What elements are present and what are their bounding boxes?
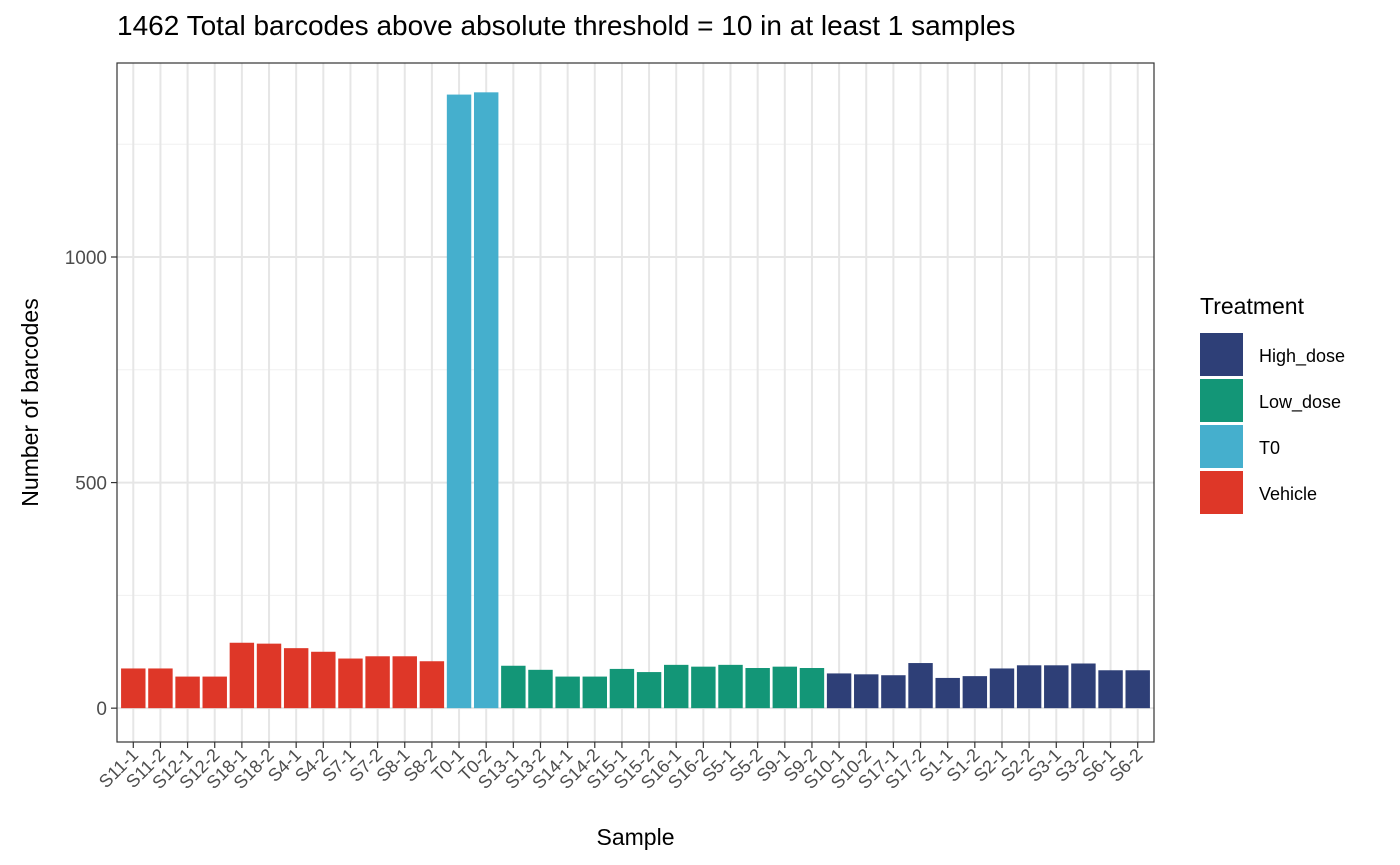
bar-T0-2 [473,92,499,709]
legend-label-Vehicle: Vehicle [1259,484,1317,504]
x-tick-label: S6-2 [1106,745,1147,786]
bar-S2-2 [1016,665,1042,709]
bar-S9-2 [799,668,825,709]
y-tick-label: 0 [96,699,107,720]
bar-S6-2 [1125,670,1150,709]
bar-S10-2 [854,674,879,709]
legend-label-T0: T0 [1259,438,1280,458]
bar-S4-1 [283,648,309,709]
bar-S7-1 [338,658,363,709]
bar-S17-2 [908,663,933,709]
legend-key-Low_dose [1200,379,1243,422]
bar-S9-1 [772,666,798,709]
bar-S11-1 [121,668,146,709]
bar-S13-1 [501,665,526,709]
legend-title: Treatment [1200,293,1305,319]
legend-key-Vehicle [1200,471,1243,514]
bar-S16-1 [664,664,689,709]
y-tick-label: 1000 [65,248,107,269]
bar-S12-2 [202,676,227,709]
bar-S10-1 [826,673,852,709]
bar-S3-1 [1044,665,1069,709]
bar-S13-2 [528,669,553,709]
chart-title: 1462 Total barcodes above absolute thres… [117,10,1016,41]
bar-S6-1 [1098,670,1123,709]
bar-S4-2 [311,651,336,709]
bar-S1-1 [935,677,960,709]
plot-panel [117,63,1154,742]
bar-S14-2 [582,676,607,709]
bar-S7-2 [365,656,390,709]
y-tick-label: 500 [75,474,107,495]
bar-T0-1 [446,94,472,709]
bar-S3-2 [1071,663,1096,709]
bar-S5-2 [745,668,770,709]
bar-S16-2 [691,666,716,709]
bar-S8-1 [392,656,417,709]
bar-S11-2 [148,668,173,709]
legend-label-High_dose: High_dose [1259,346,1345,367]
bar-S1-2 [962,676,988,709]
bar-S12-1 [175,676,200,709]
bar-S14-1 [555,676,580,709]
y-axis-title: Number of barcodes [17,298,43,506]
bar-S2-1 [989,668,1015,709]
bar-S15-2 [636,672,662,709]
plot-border [116,62,1155,743]
bar-S18-2 [256,643,282,709]
x-axis-title: Sample [597,824,675,850]
legend-key-T0 [1200,425,1243,468]
bar-S15-1 [609,668,635,709]
bar-S18-1 [229,642,255,709]
bar-S5-1 [718,664,743,709]
legend-key-High_dose [1200,333,1243,376]
bar-S8-2 [419,661,445,709]
legend-label-Low_dose: Low_dose [1259,392,1341,413]
bar-S17-1 [881,675,906,709]
